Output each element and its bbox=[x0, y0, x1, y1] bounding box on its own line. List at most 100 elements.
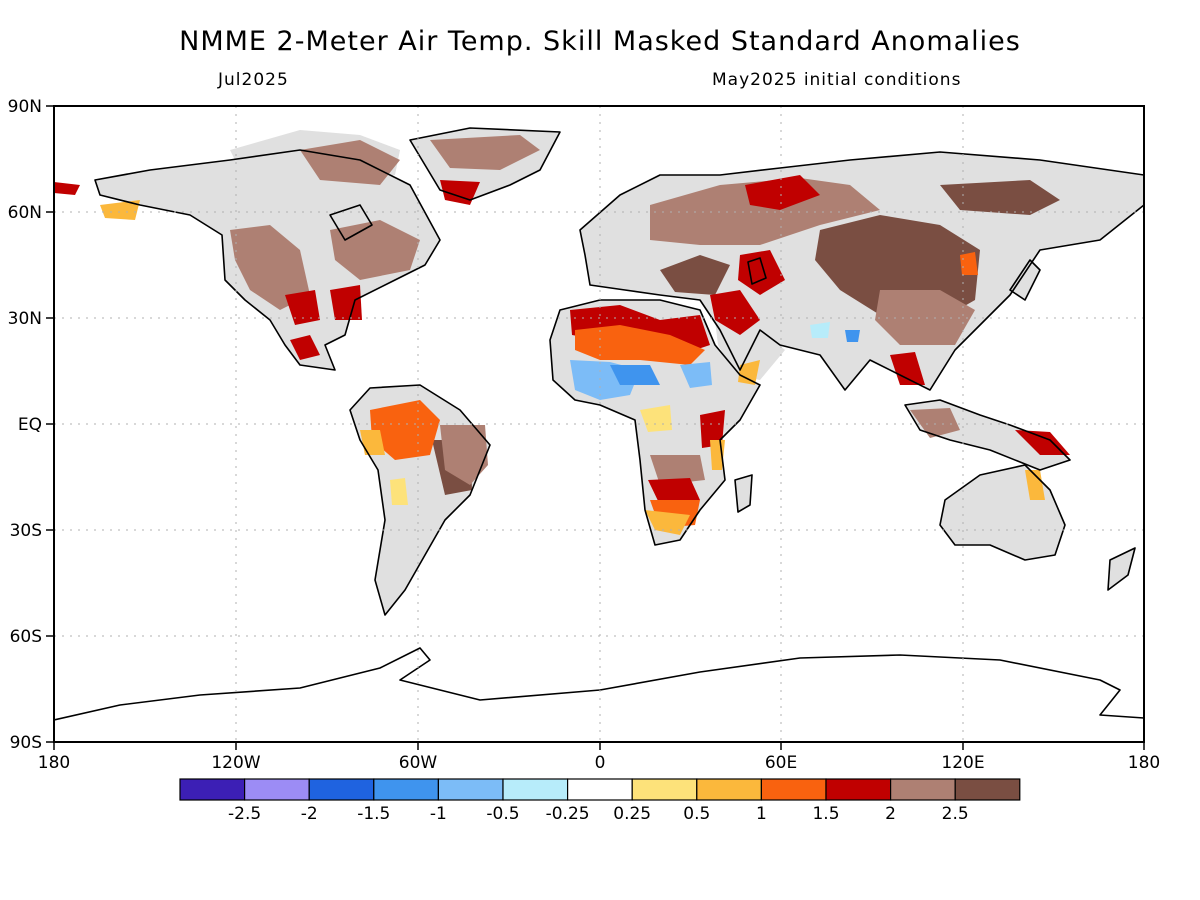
coastlines bbox=[54, 127, 1144, 721]
new-guinea-red-anomaly bbox=[1015, 430, 1070, 455]
japan-coast bbox=[1009, 259, 1041, 301]
longitude-labels: 180 120W 60W 0 60E 120E 180 bbox=[38, 753, 1160, 773]
southeast-asia-red-anomaly bbox=[890, 352, 925, 385]
colorbar-label: 2 bbox=[885, 804, 896, 824]
new-zealand-coast bbox=[1107, 547, 1136, 591]
valid-month-label: Jul2025 bbox=[218, 70, 289, 90]
japan-orange-anomaly bbox=[960, 252, 978, 275]
madagascar-land bbox=[735, 475, 752, 512]
greenland-coast bbox=[409, 127, 561, 201]
colorbar-swatch bbox=[760, 778, 827, 801]
colorbar-swatch bbox=[244, 778, 310, 801]
west-asia-max-anomaly bbox=[660, 255, 730, 295]
colorbar: -2.5 -2 -1.5 -1 -0.5 -0.25 0.25 0.5 1 1.5 2 2.5 bbox=[179, 778, 1021, 824]
lon-label-180e: 180 bbox=[1128, 753, 1160, 773]
colorbar-swatch bbox=[437, 778, 504, 801]
colorbar-label: 0.5 bbox=[683, 804, 710, 824]
canada-positive-anomaly bbox=[300, 140, 400, 185]
southern-africa-positive-anomaly bbox=[650, 455, 705, 485]
us-south-red-anomaly bbox=[285, 290, 320, 325]
lon-label-180w: 180 bbox=[38, 753, 70, 773]
lat-label-60s: 60S bbox=[10, 627, 42, 647]
australia-coast bbox=[939, 464, 1066, 561]
sahel-orange-anomaly bbox=[575, 325, 705, 365]
middle-east-red-anomaly bbox=[710, 290, 760, 335]
north-america-positive-anomaly bbox=[230, 225, 310, 310]
japan-land bbox=[1010, 260, 1040, 300]
sudan-light-blue-anomaly bbox=[680, 362, 712, 388]
lat-label-30n: 30N bbox=[8, 309, 42, 329]
colorbar-swatch bbox=[566, 778, 633, 801]
tick-marks bbox=[46, 105, 1145, 750]
southern-africa-red-anomaly bbox=[648, 478, 700, 505]
alaska-red-anomaly bbox=[54, 182, 80, 195]
lat-label-30s: 30S bbox=[10, 521, 42, 541]
lon-label-0: 0 bbox=[595, 753, 606, 773]
colorbar-swatch bbox=[825, 778, 892, 801]
north-america-coast bbox=[94, 149, 441, 371]
china-positive-anomaly bbox=[875, 290, 975, 345]
lat-label-eq: EQ bbox=[18, 415, 42, 435]
india-blue-anomaly bbox=[845, 330, 860, 342]
africa-coast bbox=[549, 299, 761, 546]
colorbar-swatch bbox=[631, 778, 698, 801]
australia-light-orange-anomaly bbox=[1025, 470, 1045, 500]
latitude-labels: 90N 60N 30N EQ 30S 60S 90S bbox=[8, 97, 42, 753]
lon-label-120e: 120E bbox=[941, 753, 984, 773]
amazon-orange-anomaly bbox=[370, 400, 440, 460]
colorbar-label: 0.25 bbox=[613, 804, 651, 824]
south-america-coast bbox=[349, 384, 491, 616]
west-africa-yellow-anomaly bbox=[640, 405, 672, 432]
initial-conditions-label: May2025 initial conditions bbox=[712, 70, 962, 90]
eurasia-positive-anomaly bbox=[650, 178, 880, 245]
antarctica-coast bbox=[54, 647, 1144, 721]
colorbar-label: 1.5 bbox=[812, 804, 839, 824]
lat-label-90n: 90N bbox=[8, 97, 42, 117]
colorbar-swatch bbox=[308, 778, 375, 801]
colorbar-swatch bbox=[373, 778, 439, 801]
eurasia-coast bbox=[579, 151, 1144, 391]
siberia-max-anomaly bbox=[940, 180, 1060, 215]
lat-label-90s: 90S bbox=[10, 733, 42, 753]
lon-label-60w: 60W bbox=[399, 753, 438, 773]
colorbar-label: -2 bbox=[301, 804, 318, 824]
east-africa-red-anomaly bbox=[700, 410, 725, 448]
map-area bbox=[54, 127, 1144, 721]
greenland-positive-anomaly bbox=[430, 135, 540, 170]
hudson-bay-coast bbox=[329, 204, 373, 241]
colorbar-swatch bbox=[954, 778, 1021, 801]
south-america-yellow-anomaly bbox=[390, 478, 408, 505]
maritime-continent-coast bbox=[904, 399, 1071, 471]
graticule bbox=[54, 106, 1144, 742]
colorbar-label: -1 bbox=[430, 804, 447, 824]
lat-label-60n: 60N bbox=[8, 203, 42, 223]
russia-red-anomaly bbox=[745, 175, 820, 210]
lon-label-60e: 60E bbox=[765, 753, 797, 773]
anomaly-patches bbox=[54, 135, 1070, 535]
tibet-cyan-anomaly bbox=[810, 322, 830, 338]
indonesia-positive-anomaly bbox=[910, 408, 960, 438]
southern-africa-light-orange-anomaly bbox=[645, 510, 690, 535]
lon-label-120w: 120W bbox=[211, 753, 260, 773]
map-title: NMME 2-Meter Air Temp. Skill Masked Stan… bbox=[179, 26, 1021, 57]
mexico-red-anomaly bbox=[290, 335, 320, 360]
colorbar-swatch bbox=[502, 778, 569, 801]
colorbar-swatch bbox=[179, 778, 246, 801]
us-east-red-anomaly bbox=[330, 285, 362, 320]
greenland-red-anomaly bbox=[440, 180, 480, 205]
horn-africa-light-orange-anomaly bbox=[738, 360, 760, 385]
alaska-light-orange-anomaly bbox=[100, 200, 140, 220]
west-africa-blue-anomaly bbox=[610, 365, 660, 385]
madagascar-coast bbox=[734, 474, 753, 513]
brazil-positive-anomaly bbox=[440, 425, 488, 485]
colorbar-swatch bbox=[696, 778, 762, 801]
colorbar-swatch bbox=[889, 778, 956, 801]
colorbar-label: 2.5 bbox=[942, 804, 969, 824]
amazon-light-orange-anomaly bbox=[360, 430, 385, 455]
caspian-coast bbox=[747, 257, 767, 285]
colorbar-label: 1 bbox=[756, 804, 767, 824]
colorbar-label: -1.5 bbox=[357, 804, 390, 824]
colorbar-label: -2.5 bbox=[228, 804, 261, 824]
colorbar-label: -0.5 bbox=[486, 804, 519, 824]
